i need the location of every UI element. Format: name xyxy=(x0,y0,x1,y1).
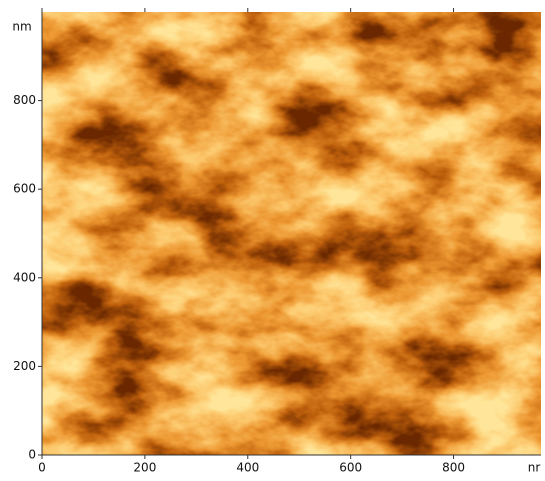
y-tick-label: 600 xyxy=(13,182,36,196)
x-unit-label: nr xyxy=(528,461,541,475)
y-tick-label: 200 xyxy=(13,359,36,373)
x-tick-label: 800 xyxy=(442,461,465,475)
height-map xyxy=(42,12,541,455)
x-tick-label: 600 xyxy=(339,461,362,475)
x-tick-label: 0 xyxy=(38,461,46,475)
y-unit-label: nm xyxy=(12,20,31,34)
x-tick-label: 400 xyxy=(236,461,259,475)
y-tick-label: 800 xyxy=(13,93,36,107)
afm-image xyxy=(42,12,541,455)
y-tick-label: 400 xyxy=(13,270,36,284)
y-tick-label: 0 xyxy=(28,448,36,462)
x-tick-label: 200 xyxy=(133,461,156,475)
